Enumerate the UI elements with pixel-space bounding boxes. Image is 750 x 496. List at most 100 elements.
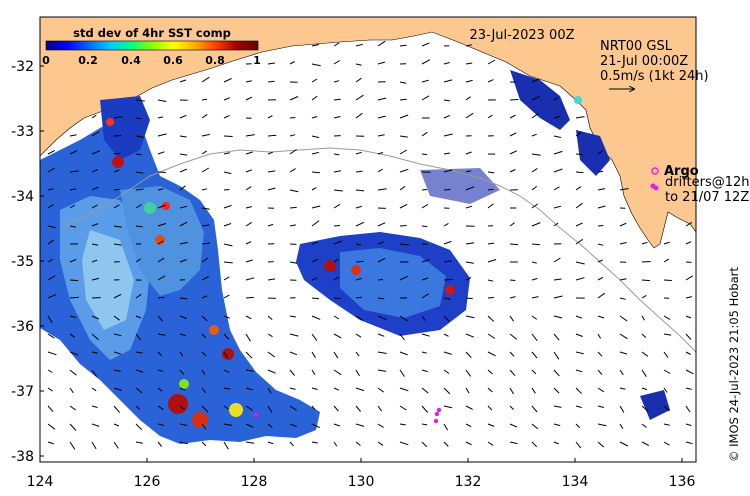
current-vector: [487, 203, 494, 209]
y-tick-label: -38: [11, 449, 34, 465]
current-vector: [289, 351, 298, 356]
current-vector: [201, 98, 208, 101]
current-vector: [663, 369, 671, 374]
current-vector: [377, 278, 384, 281]
current-vector: [91, 277, 100, 281]
current-vector: [597, 243, 604, 246]
current-vector: [179, 405, 185, 410]
current-vector: [465, 315, 475, 319]
current-vector: [421, 42, 430, 47]
current-vector: [465, 79, 473, 83]
current-vector: [289, 134, 296, 137]
current-vector: [399, 423, 406, 426]
current-vector: [289, 96, 299, 101]
current-vector: [245, 296, 254, 299]
y-tick: -37: [11, 384, 44, 400]
current-vector: [201, 224, 210, 227]
current-vector: [553, 315, 563, 319]
current-vector: [487, 369, 493, 375]
current-vector: [465, 277, 472, 281]
current-vector: [443, 152, 451, 155]
current-vector: [47, 167, 56, 173]
current-vector: [245, 151, 253, 155]
current-vector: [245, 405, 254, 411]
current-vector: [135, 225, 143, 228]
current-vector: [531, 333, 538, 342]
current-vector: [597, 315, 605, 319]
current-vector: [267, 423, 273, 428]
current-vector: [553, 205, 562, 209]
current-vector: [421, 225, 428, 228]
current-vector: [465, 369, 472, 377]
current-vector: [201, 188, 208, 191]
y-tick: -33: [11, 124, 44, 140]
current-vector: [333, 60, 341, 65]
current-vector: [179, 153, 188, 156]
current-vector: [553, 257, 561, 263]
current-vector: [311, 187, 317, 191]
current-vector: [113, 225, 122, 228]
current-vector: [465, 112, 474, 119]
sst-patch-shelf: [420, 168, 500, 204]
current-vector: [91, 204, 98, 209]
current-vector: [113, 116, 123, 119]
current-vector: [179, 168, 187, 173]
argo-marker-icon: [651, 167, 659, 175]
drifters-date: to 21/07 12Z: [665, 190, 749, 205]
current-vector: [223, 204, 232, 209]
current-vector: [47, 204, 54, 209]
current-vector: [245, 80, 252, 83]
current-vector: [179, 423, 188, 426]
current-vector: [157, 333, 166, 336]
current-vector: [113, 441, 119, 449]
current-vector: [421, 387, 429, 394]
current-vector: [267, 387, 272, 394]
current-vector: [245, 351, 253, 359]
current-vector: [223, 243, 233, 247]
current-vector: [245, 206, 252, 209]
current-vector: [289, 224, 296, 227]
current-vector: [443, 114, 451, 119]
sst-patch-east-coast: [510, 70, 570, 130]
current-vector: [179, 369, 185, 375]
current-vector: [69, 258, 77, 263]
current-vector: [201, 257, 209, 263]
current-vector: [509, 222, 515, 227]
current-vector: [157, 223, 166, 227]
current-vector: [135, 204, 142, 209]
current-vector: [135, 351, 143, 354]
colorbar-tick: 0.6: [163, 54, 183, 67]
map-plot-area: [40, 17, 696, 450]
current-vector: [179, 315, 187, 320]
current-vector: [421, 277, 429, 281]
x-tick-label: 134: [562, 474, 589, 490]
current-vector: [465, 441, 472, 446]
y-tick-label: -35: [11, 254, 34, 270]
current-vector: [69, 225, 76, 228]
sst-patch-central-inner: [340, 248, 446, 318]
current-vector: [597, 351, 603, 357]
current-vector: [47, 315, 53, 324]
x-tick: 124: [27, 458, 53, 490]
current-vector: [91, 369, 98, 377]
shelf-contour: [59, 147, 696, 353]
current-vector: [509, 169, 516, 173]
current-vector: [377, 387, 384, 393]
current-vector: [465, 242, 475, 245]
current-vector: [685, 241, 692, 245]
y-tick-label: -34: [11, 189, 34, 205]
current-vector: [47, 225, 57, 229]
current-vector: [113, 333, 122, 337]
current-vector: [135, 333, 141, 341]
current-vector: [575, 277, 585, 281]
x-tick-label: 130: [348, 474, 375, 490]
current-vector: [421, 95, 430, 101]
current-vector: [641, 261, 651, 263]
current-vector: [663, 405, 670, 412]
current-vector: [575, 351, 584, 355]
current-vector: [421, 351, 428, 354]
current-vector: [267, 170, 276, 173]
current-vector: [47, 369, 53, 373]
current-vector: [641, 241, 648, 245]
current-vector: [619, 315, 628, 322]
